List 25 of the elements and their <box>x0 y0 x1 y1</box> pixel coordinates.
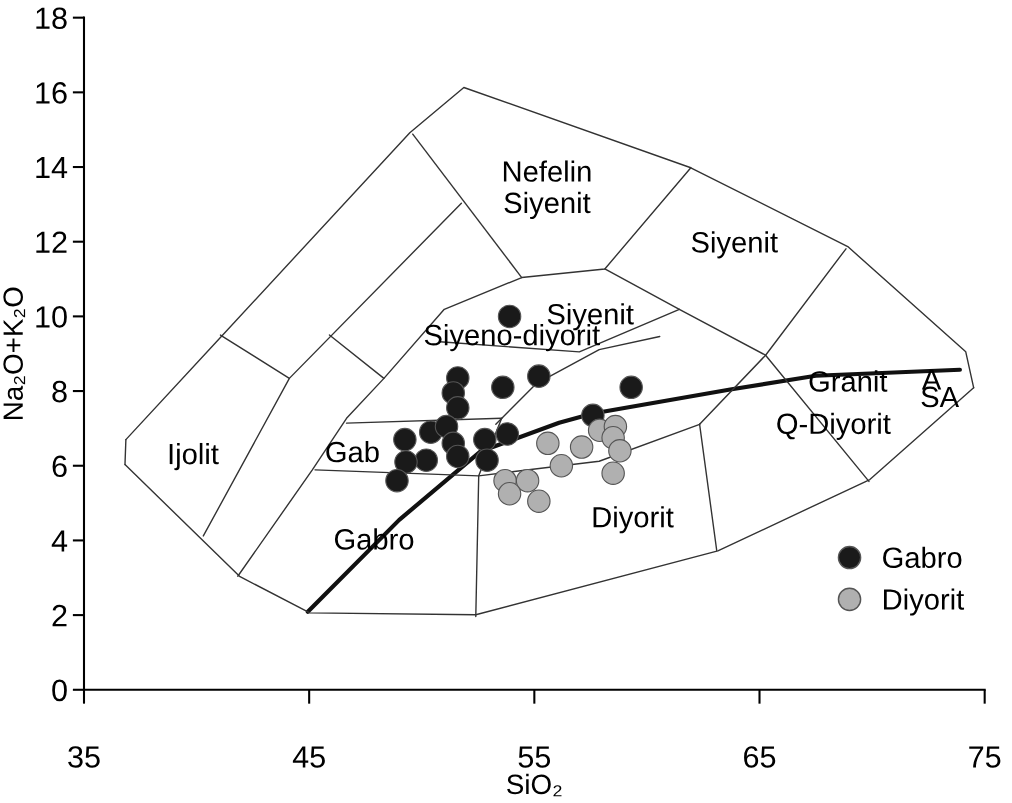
y-tick-label: 6 <box>52 455 67 478</box>
y-tick-label: 8 <box>52 380 67 403</box>
y-tick-label: 16 <box>36 82 67 104</box>
legend-label: Diyorit <box>884 588 965 616</box>
x-tick-label: 65 <box>744 746 776 768</box>
annotation: Diyorit <box>593 506 674 534</box>
annotation: Siyenit <box>691 231 778 259</box>
y-axis-title: Na₂O+K₂O <box>3 287 26 419</box>
x-tick-label: 75 <box>969 746 1001 768</box>
x-tick-label: 35 <box>68 746 100 768</box>
x-tick-label: 45 <box>292 746 325 768</box>
y-tick-label: 2 <box>52 604 67 627</box>
annotation: Ijolit <box>169 442 219 471</box>
y-tick-label: 18 <box>36 7 67 30</box>
y-tick-label: 0 <box>52 679 67 702</box>
y-tick-label: 14 <box>36 157 68 179</box>
x-axis-title: SiO₂ <box>507 773 562 797</box>
y-tick-label: 4 <box>51 530 68 552</box>
annotation: Granit <box>809 370 888 392</box>
legend-label: Gabro <box>883 546 962 569</box>
annotation: Gab <box>326 440 379 463</box>
y-tick-label: 10 <box>36 306 67 328</box>
x-tick-label: 55 <box>518 746 551 768</box>
annotation: Nefelin Siyenit <box>503 160 591 220</box>
y-tick-label: 12 <box>36 231 67 253</box>
